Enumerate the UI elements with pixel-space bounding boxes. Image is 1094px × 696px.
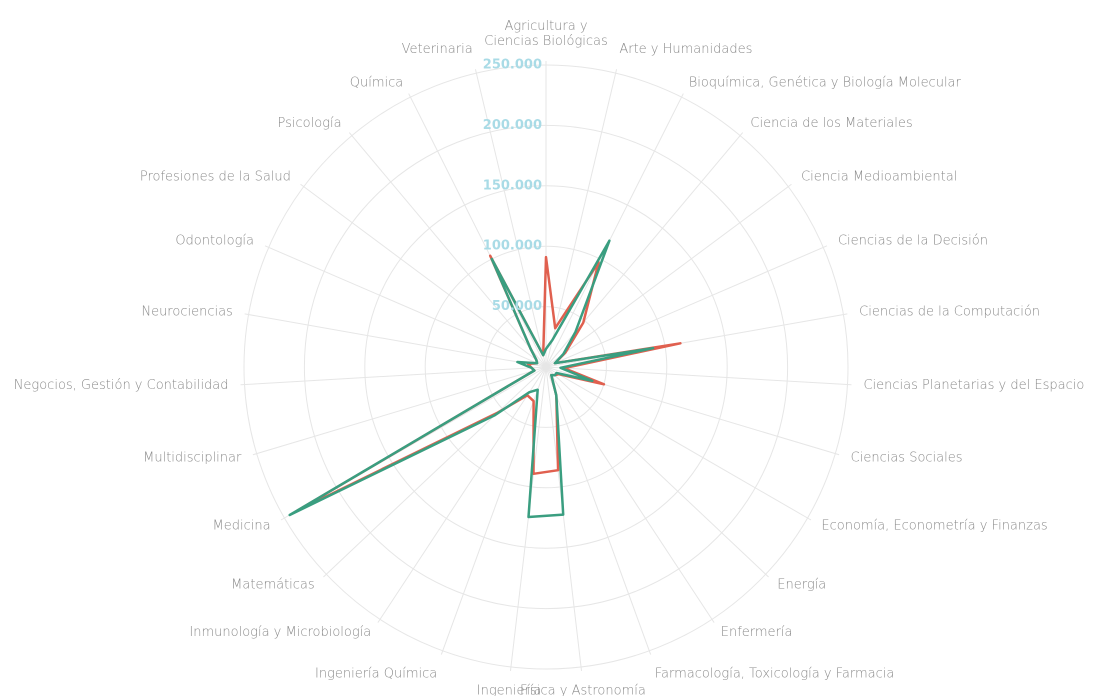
spoke (545, 183, 792, 368)
category-label: Química (350, 75, 403, 90)
category-label: Ingeniería (477, 683, 542, 696)
y-tick-label: 50.000 (492, 299, 542, 314)
category-label: Inmunología y Microbiología (189, 625, 371, 640)
y-tick-label: 150.000 (483, 178, 542, 193)
category-label: Multidisciplinar (143, 451, 242, 466)
spoke (474, 69, 547, 368)
category-label: Ingeniería Química (315, 666, 437, 681)
spoke (408, 93, 547, 368)
y-tick-label: 200.000 (483, 118, 542, 133)
spoke (348, 132, 547, 368)
spoke (545, 366, 812, 521)
spoke (323, 366, 547, 578)
spoke (377, 366, 547, 623)
category-label: Farmacología, Toxicología y Farmacia (655, 666, 895, 681)
spoke (240, 366, 547, 386)
category-label: Psicología (278, 116, 342, 131)
category-label: Medicina (213, 519, 271, 534)
category-label: Ciencias Sociales (851, 451, 963, 466)
category-label: Veterinaria (402, 42, 473, 57)
y-tick-label: 100.000 (483, 239, 542, 254)
spoke (545, 366, 715, 623)
spoke (545, 366, 652, 655)
spoke (545, 69, 618, 368)
category-label: Matemáticas (231, 578, 315, 593)
category-label: Neurociencias (141, 304, 232, 319)
category-label: Ciencias de la Computación (859, 304, 1040, 319)
category-label: Profesiones de la Salud (140, 170, 291, 185)
category-label: Ciencia Medioambiental (801, 170, 957, 185)
category-label: Enfermería (721, 625, 793, 640)
category-label: Ciencia de los Materiales (750, 116, 912, 131)
category-label: Energía (777, 578, 826, 593)
category-label: Bioquímica, Genética y Biología Molecula… (689, 75, 962, 90)
spoke (509, 366, 547, 671)
spoke (244, 313, 547, 368)
category-label: Arte y Humanidades (619, 42, 752, 57)
spoke (545, 93, 684, 368)
series-line (295, 254, 682, 513)
spoke (252, 366, 547, 456)
category-label: Odontología (175, 234, 254, 249)
category-label: Negocios, Gestión y Contabilidad (14, 378, 229, 393)
spoke (264, 245, 547, 368)
category-label: Física y Astronomía (520, 683, 646, 696)
y-tick-label: 250.000 (483, 58, 542, 73)
category-label: Ciencias de la Decisión (838, 234, 988, 249)
category-label: Agricultura y Ciencias Biológicas (484, 19, 608, 49)
spoke (545, 366, 583, 671)
spoke (440, 366, 547, 655)
series-line (288, 239, 655, 519)
spoke (545, 366, 852, 386)
spoke (545, 245, 828, 368)
category-label: Economía, Econometría y Finanzas (821, 519, 1047, 534)
spoke (300, 183, 547, 368)
category-label: Ciencias Planetarias y del Espacio (863, 378, 1084, 393)
spoke (545, 313, 848, 368)
spoke (545, 366, 769, 578)
